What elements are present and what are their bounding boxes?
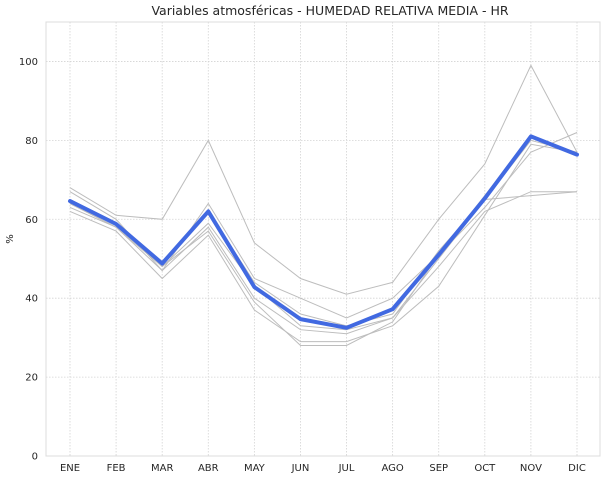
y-tick-label: 60 — [25, 215, 38, 226]
series-line — [69, 143, 578, 343]
x-tick-label: MAY — [244, 463, 266, 474]
x-tick-label: NOV — [520, 463, 542, 474]
background-series — [69, 64, 578, 346]
y-tick-label: 0 — [32, 452, 38, 463]
x-tick-label: AGO — [381, 463, 403, 474]
series-line — [69, 139, 578, 335]
series-line — [69, 135, 578, 346]
x-tick-label: MAR — [151, 463, 173, 474]
chart-title: Variables atmosféricas - HUMEDAD RELATIV… — [151, 3, 508, 18]
plot-area — [45, 21, 601, 457]
x-tick-label: OCT — [474, 463, 496, 474]
mean-series-line — [68, 134, 579, 330]
y-tick-label: 80 — [25, 136, 38, 147]
x-tick-label: ABR — [198, 463, 219, 474]
mean-series — [68, 134, 579, 330]
x-tick-label: SEP — [429, 463, 448, 474]
x-tick-label: ENE — [60, 463, 80, 474]
x-tick-label: DIC — [568, 463, 586, 474]
y-axis-ticks: 0 20 40 60 80 100 — [19, 57, 38, 463]
x-tick-label: FEB — [107, 463, 126, 474]
series-line — [69, 191, 577, 331]
grid — [46, 22, 600, 457]
y-tick-label: 100 — [19, 57, 38, 68]
x-tick-label: JUN — [291, 463, 310, 474]
y-tick-label: 20 — [25, 373, 38, 384]
x-tick-label: JUL — [338, 463, 355, 474]
series-line — [69, 132, 578, 319]
x-axis-ticks: ENE FEB MAR ABR MAY JUN JUL AGO SEP OCT NOV DIC — [60, 463, 586, 474]
y-tick-label: 40 — [25, 294, 38, 305]
y-axis-label: % — [5, 234, 16, 244]
series-line — [69, 191, 578, 327]
series-line — [69, 64, 578, 295]
